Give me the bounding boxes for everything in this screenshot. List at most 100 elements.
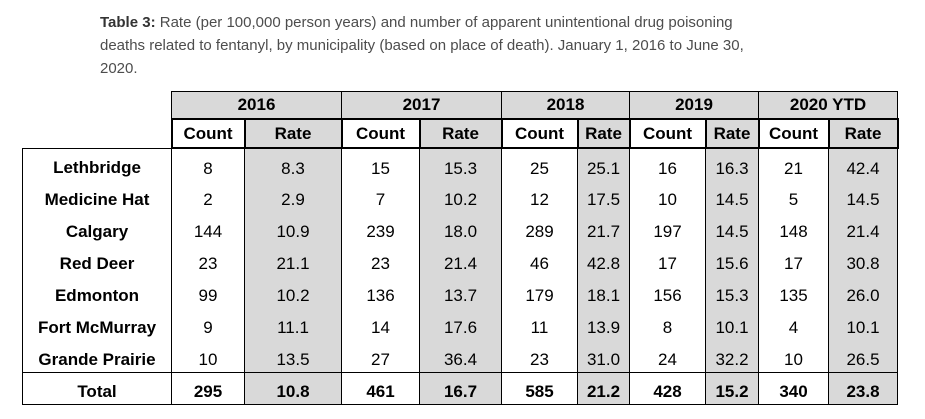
table-row: Calgary 144 10.9 239 18.0 289 21.7 197 14.5 148 21… bbox=[22, 212, 898, 244]
rate-cell: 10.1 bbox=[828, 308, 898, 340]
count-header: Count bbox=[500, 118, 579, 149]
count-cell: 8 bbox=[629, 308, 706, 340]
rate-cell: 18.0 bbox=[419, 212, 502, 244]
count-header: Count bbox=[757, 118, 830, 149]
table-caption: Table 3: Rate (per 100,000 person years)… bbox=[100, 11, 860, 80]
caption-text-line2: deaths related to fentanyl, by municipal… bbox=[100, 37, 744, 54]
rate-cell: 13.7 bbox=[419, 276, 502, 308]
rate-cell: 23.8 bbox=[828, 371, 898, 405]
rate-header: Rate bbox=[704, 118, 760, 149]
rate-cell: 32.2 bbox=[705, 340, 759, 372]
table-row: Grande Prairie 10 13.5 27 36.4 23 31.0 24 32.2 10… bbox=[22, 340, 898, 372]
count-cell: 5 bbox=[758, 180, 829, 212]
rate-cell: 14.5 bbox=[705, 212, 759, 244]
count-cell: 585 bbox=[501, 371, 578, 405]
count-header: Count bbox=[628, 118, 707, 149]
count-cell: 11 bbox=[501, 308, 578, 340]
count-cell: 46 bbox=[501, 244, 578, 276]
rate-cell: 15.3 bbox=[419, 147, 502, 180]
rate-cell: 14.5 bbox=[828, 180, 898, 212]
count-cell: 136 bbox=[341, 276, 420, 308]
municipality-name: Red Deer bbox=[22, 244, 172, 276]
rate-cell: 11.1 bbox=[244, 308, 342, 340]
count-cell: 197 bbox=[629, 212, 706, 244]
count-cell: 7 bbox=[341, 180, 420, 212]
caption-text-line3: 2020. bbox=[100, 60, 138, 77]
rate-cell: 36.4 bbox=[419, 340, 502, 372]
municipality-name: Grande Prairie bbox=[22, 340, 172, 372]
rate-cell: 21.7 bbox=[577, 212, 630, 244]
count-cell: 15 bbox=[341, 147, 420, 180]
rate-cell: 14.5 bbox=[705, 180, 759, 212]
count-cell: 17 bbox=[629, 244, 706, 276]
municipality-name: Calgary bbox=[22, 212, 172, 244]
rate-cell: 16.7 bbox=[419, 371, 502, 405]
count-cell: 27 bbox=[341, 340, 420, 372]
rate-cell: 21.2 bbox=[577, 371, 630, 405]
count-cell: 9 bbox=[171, 308, 245, 340]
rate-cell: 16.3 bbox=[705, 147, 759, 180]
year-header-2017: 2017 bbox=[341, 91, 502, 120]
rate-cell: 15.6 bbox=[705, 244, 759, 276]
count-cell: 99 bbox=[171, 276, 245, 308]
rate-cell: 18.1 bbox=[577, 276, 630, 308]
year-header-2020-ytd: 2020 YTD bbox=[758, 91, 898, 120]
caption-text-line1: Rate (per 100,000 person years) and numb… bbox=[159, 14, 733, 31]
count-cell: 289 bbox=[501, 212, 578, 244]
count-cell: 17 bbox=[758, 244, 829, 276]
rate-cell: 26.0 bbox=[828, 276, 898, 308]
rate-cell: 10.2 bbox=[419, 180, 502, 212]
count-header: Count bbox=[340, 118, 421, 149]
count-cell: 16 bbox=[629, 147, 706, 180]
rate-cell: 42.8 bbox=[577, 244, 630, 276]
count-cell: 8 bbox=[171, 147, 245, 180]
rate-header: Rate bbox=[418, 118, 503, 149]
count-cell: 144 bbox=[171, 212, 245, 244]
header-spacer bbox=[22, 91, 172, 119]
rate-cell: 26.5 bbox=[828, 340, 898, 372]
rate-cell: 30.8 bbox=[828, 244, 898, 276]
count-cell: 2 bbox=[171, 180, 245, 212]
count-cell: 25 bbox=[501, 147, 578, 180]
count-cell: 428 bbox=[629, 371, 706, 405]
rate-cell: 13.9 bbox=[577, 308, 630, 340]
rate-cell: 10.9 bbox=[244, 212, 342, 244]
table-row: Edmonton 99 10.2 136 13.7 179 18.1 156 15.3 135 26… bbox=[22, 276, 898, 308]
rate-header: Rate bbox=[576, 118, 631, 149]
rate-cell: 10.8 bbox=[244, 371, 342, 405]
year-header-row: 2016 2017 2018 2019 2020 YTD bbox=[22, 91, 898, 120]
count-cell: 23 bbox=[341, 244, 420, 276]
count-cell: 24 bbox=[629, 340, 706, 372]
municipality-name: Total bbox=[22, 371, 172, 405]
count-cell: 179 bbox=[501, 276, 578, 308]
rate-cell: 17.5 bbox=[577, 180, 630, 212]
count-cell: 14 bbox=[341, 308, 420, 340]
rate-cell: 15.2 bbox=[705, 371, 759, 405]
rate-cell: 31.0 bbox=[577, 340, 630, 372]
municipality-name: Edmonton bbox=[22, 276, 172, 308]
count-cell: 461 bbox=[341, 371, 420, 405]
count-cell: 10 bbox=[629, 180, 706, 212]
year-header-2016: 2016 bbox=[171, 91, 342, 120]
subheader-spacer bbox=[22, 119, 172, 148]
count-cell: 295 bbox=[171, 371, 245, 405]
rate-cell: 42.4 bbox=[828, 147, 898, 180]
rate-cell: 21.1 bbox=[244, 244, 342, 276]
count-header: Count bbox=[170, 118, 246, 149]
count-cell: 10 bbox=[171, 340, 245, 372]
rate-cell: 2.9 bbox=[244, 180, 342, 212]
table-body: Lethbridge 8 8.3 15 15.3 25 25.1 16 16.3 21 42.4 Me… bbox=[22, 147, 898, 405]
rate-cell: 15.3 bbox=[705, 276, 759, 308]
count-cell: 10 bbox=[758, 340, 829, 372]
count-cell: 156 bbox=[629, 276, 706, 308]
count-cell: 135 bbox=[758, 276, 829, 308]
rate-header: Rate bbox=[243, 118, 343, 149]
rate-cell: 10.1 bbox=[705, 308, 759, 340]
count-cell: 340 bbox=[758, 371, 829, 405]
year-header-2019: 2019 bbox=[629, 91, 759, 120]
rate-cell: 25.1 bbox=[577, 147, 630, 180]
rate-cell: 21.4 bbox=[419, 244, 502, 276]
table-row: Red Deer 23 21.1 23 21.4 46 42.8 17 15.6 17 30.8 bbox=[22, 244, 898, 276]
count-cell: 12 bbox=[501, 180, 578, 212]
count-cell: 23 bbox=[171, 244, 245, 276]
